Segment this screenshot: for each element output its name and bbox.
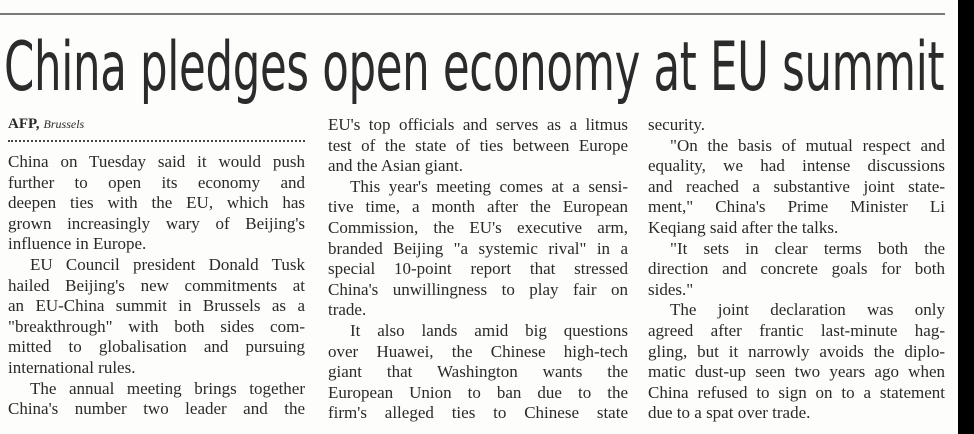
text-line: deepen ties with the EU, which has xyxy=(8,193,305,213)
text-line: security. xyxy=(648,115,705,134)
text-line: and reached a substantive joint state- xyxy=(648,176,945,196)
text-line: mitted to globalisation and pursuing xyxy=(8,337,305,357)
paragraph: The joint declaration was only agreed aft… xyxy=(648,300,945,424)
text-line: EU's top officials and serves as a litmu… xyxy=(328,115,628,134)
text-line: "breakthrough" with both sides com- xyxy=(8,316,305,336)
paragraph: security. xyxy=(648,115,945,136)
text-line: international rules. xyxy=(8,357,136,377)
page-edge xyxy=(958,0,974,434)
text-line: gling, but it narrowly avoids the diplo- xyxy=(648,341,945,361)
text-line: influence in Europe. xyxy=(8,234,147,254)
text-line: sides." xyxy=(648,279,694,299)
text-line: China refused to sign on to a statement xyxy=(648,382,945,402)
text-line: special 10-point report that stressed xyxy=(328,259,628,279)
text-line: "It sets in clear terms both the xyxy=(670,238,945,258)
text-line: further to open its economy and xyxy=(8,172,305,192)
text-line: grown increasingly wary of Beijing's xyxy=(8,213,305,233)
text-line: The joint declaration was only xyxy=(670,300,945,320)
paragraph: It also lands amid big questions over Hua… xyxy=(328,321,628,424)
text-line: tive time, a month after the European xyxy=(328,197,628,217)
top-rule xyxy=(0,13,945,15)
text-line: Keqiang said after the talks. xyxy=(648,217,839,237)
paragraph: China on Tuesday said it would push furth… xyxy=(8,152,305,255)
text-line: It also lands amid big questions xyxy=(350,320,628,340)
text-line: China on Tuesday said it would push xyxy=(8,152,305,171)
text-line: China's number two leader and the xyxy=(8,399,305,419)
paragraph: This year's meeting comes at a sensi-tiv… xyxy=(328,177,628,321)
paragraph: The annual meeting brings together China'… xyxy=(8,379,305,420)
text-line: branded Beijing "a systemic rival" in a xyxy=(328,238,628,258)
text-line: Commission, the EU's executive arm, xyxy=(328,217,628,237)
text-line: agreed after frantic last-minute hag- xyxy=(648,320,945,340)
byline-agency: AFP, xyxy=(8,116,40,132)
text-line: over Huawei, the Chinese high-tech xyxy=(328,341,628,361)
text-line: The annual meeting brings together xyxy=(30,378,305,398)
dotted-separator xyxy=(8,140,305,142)
byline-place: Brussels xyxy=(43,117,85,131)
paragraph: EU Council president Donald Tusk hailed B… xyxy=(8,255,305,379)
article-column-1: China on Tuesday said it would push furth… xyxy=(8,152,305,420)
text-line: EU Council president Donald Tusk xyxy=(30,254,305,274)
paragraph: "It sets in clear terms both the directio… xyxy=(648,239,945,301)
text-line: ment," China's Prime Minister Li xyxy=(648,197,945,217)
text-line: trade. xyxy=(328,300,367,320)
text-line: test of the state of ties between Europe xyxy=(328,135,628,155)
text-line: equality, we had intense discussions xyxy=(648,156,945,176)
paragraph: EU's top officials and serves as a litmu… xyxy=(328,115,628,177)
text-line: firm's alleged ties to Chinese state xyxy=(328,403,628,423)
text-line: European Union to ban due to the xyxy=(328,382,628,402)
byline: AFP, Brussels xyxy=(8,116,84,133)
text-line: and the Asian giant. xyxy=(328,156,464,176)
article-column-2: EU's top officials and serves as a litmu… xyxy=(328,115,628,424)
text-line: an EU-China summit in Brussels as a xyxy=(8,296,305,316)
text-line: due to a spat over trade. xyxy=(648,403,811,423)
text-line: matic dust-up seen two years ago when xyxy=(648,362,945,382)
text-line: China's unwillingness to play fair on xyxy=(328,279,628,299)
article-column-3: security. "On the basis of mutual respect… xyxy=(648,115,945,424)
text-line: direction and concrete goals for both xyxy=(648,259,945,279)
text-line: This year's meeting comes at a sensi- xyxy=(350,176,628,196)
paragraph: "On the basis of mutual respect and equal… xyxy=(648,136,945,239)
text-line: "On the basis of mutual respect and xyxy=(670,135,945,155)
text-line: giant that Washington wants the xyxy=(328,362,628,382)
text-line: hailed Beijing's new commitments at xyxy=(8,275,305,295)
headline: China pledges open economy at EU summit xyxy=(4,28,945,107)
